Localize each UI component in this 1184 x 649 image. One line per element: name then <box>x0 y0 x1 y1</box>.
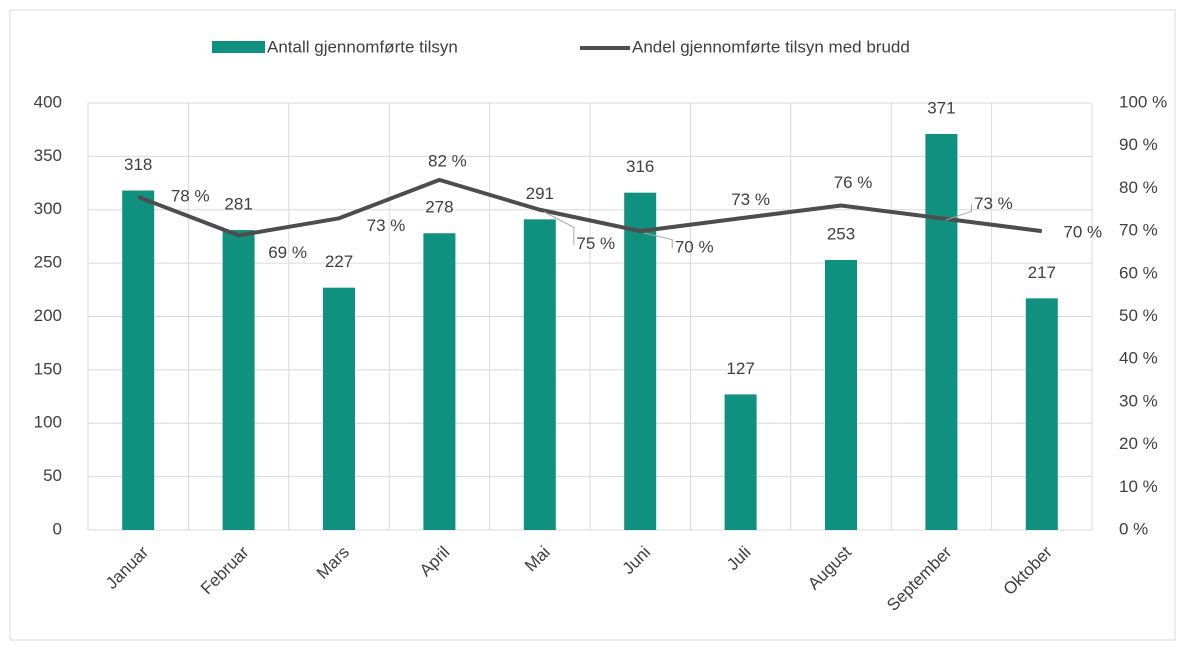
leader-line <box>644 232 673 249</box>
bar-value-label: 278 <box>425 198 453 217</box>
bar <box>323 287 355 530</box>
y2-tick-label: 0 % <box>1119 519 1148 538</box>
legend-swatch <box>212 41 265 53</box>
bar-value-label: 217 <box>1028 263 1056 282</box>
y2-tick-label: 70 % <box>1119 221 1158 240</box>
y-tick-label: 300 <box>34 199 62 218</box>
line-value-label: 78 % <box>171 186 210 205</box>
y2-tick-label: 30 % <box>1119 391 1158 410</box>
bar-value-label: 281 <box>224 195 252 214</box>
bar-value-label: 291 <box>526 184 554 203</box>
line-value-label: 75 % <box>576 234 615 253</box>
bar <box>724 394 757 530</box>
y-tick-label: 100 <box>34 413 62 432</box>
line-value-label: 73 % <box>974 194 1013 213</box>
bar-value-label: 253 <box>827 224 855 243</box>
line-value-label: 82 % <box>428 151 467 170</box>
legend-label: Antall gjennomførte tilsyn <box>267 37 458 56</box>
bar-value-label: 316 <box>626 157 654 176</box>
y2-tick-label: 100 % <box>1119 92 1167 111</box>
line-value-label: 69 % <box>268 243 307 262</box>
y-tick-label: 200 <box>34 306 62 325</box>
y-tick-label: 400 <box>34 92 62 111</box>
y2-tick-label: 10 % <box>1119 477 1158 496</box>
line-series <box>137 177 1043 238</box>
line-value-label: 76 % <box>834 173 873 192</box>
bar-value-label: 127 <box>726 359 754 378</box>
y-tick-label: 150 <box>34 359 62 378</box>
bar-value-label: 371 <box>927 98 955 117</box>
line-value-label: 70 % <box>1063 223 1102 242</box>
y2-tick-label: 80 % <box>1119 178 1158 197</box>
line-value-label: 73 % <box>367 216 406 235</box>
line-value-label: 70 % <box>675 238 714 257</box>
bar <box>423 233 456 531</box>
y2-tick-label: 60 % <box>1119 263 1158 282</box>
bar-value-label: 318 <box>124 155 152 174</box>
chart-border <box>9 9 1176 641</box>
bar <box>624 192 657 531</box>
line-value-label: 73 % <box>731 190 770 209</box>
y-tick-label: 0 <box>53 519 62 538</box>
y2-tick-label: 20 % <box>1119 434 1158 453</box>
bar <box>1025 298 1058 530</box>
y2-tick-label: 90 % <box>1119 135 1158 154</box>
bar <box>523 219 556 531</box>
y-tick-label: 350 <box>34 146 62 165</box>
bar-value-label: 227 <box>325 252 353 271</box>
bar <box>825 259 857 530</box>
legend-label: Andel gjennomførte tilsyn med brudd <box>632 37 910 56</box>
y-tick-label: 50 <box>43 466 62 485</box>
leader-line <box>543 211 575 245</box>
bar <box>925 133 958 530</box>
y-tick-label: 250 <box>34 253 62 272</box>
y2-tick-label: 50 % <box>1119 306 1158 325</box>
y2-tick-label: 40 % <box>1119 349 1158 368</box>
bar <box>222 230 255 530</box>
bar <box>122 190 155 530</box>
leader-line <box>945 204 972 221</box>
